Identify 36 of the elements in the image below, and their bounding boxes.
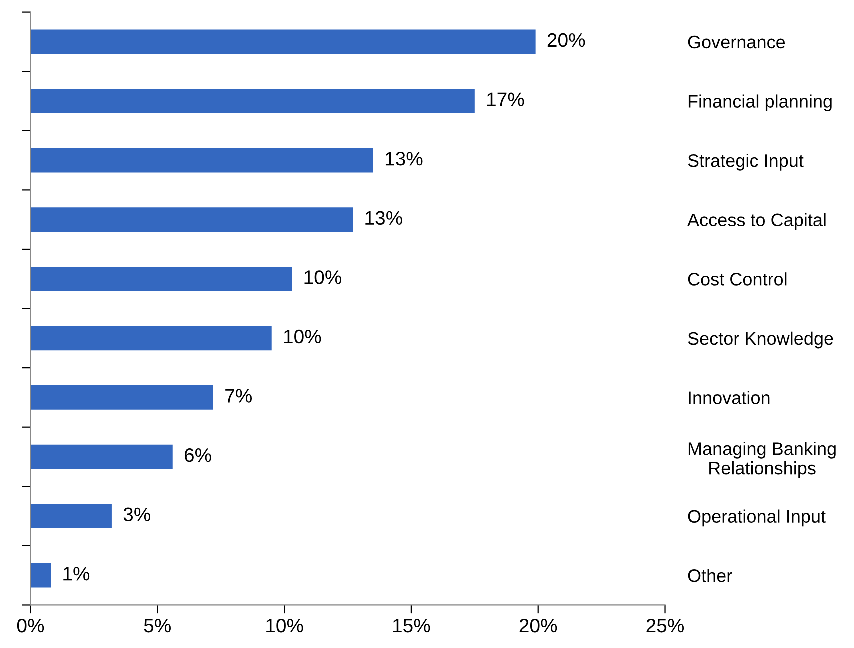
bar — [30, 444, 173, 470]
y-tick-label: Sector Knowledge — [688, 332, 834, 349]
bar — [30, 89, 475, 114]
x-tick-label: 20% — [520, 618, 558, 633]
x-tick-label: 25% — [646, 618, 684, 633]
x-tick-label: 0% — [17, 618, 44, 633]
y-tick-label: Operational Input — [688, 510, 826, 527]
y-tick-label: Cost Control — [688, 272, 787, 286]
bar — [30, 504, 112, 528]
x-tick-label: 15% — [393, 619, 430, 633]
bar — [30, 266, 292, 292]
data-label: 1% — [64, 567, 90, 581]
y-tick-label: Innovation — [689, 391, 770, 404]
x-tick-label: 10% — [266, 618, 304, 633]
y-tick-label: Managing Banking Relationships — [688, 442, 836, 478]
x-tick-label: 5% — [144, 619, 172, 633]
data-label: 7% — [226, 389, 252, 403]
bar — [30, 148, 374, 173]
y-tick-label: Financial planning — [688, 94, 832, 112]
data-label: 10% — [284, 330, 322, 344]
y-tick-label: Access to Capital — [688, 213, 826, 230]
bar — [30, 563, 52, 588]
y-tick-label: Other — [688, 569, 732, 582]
bar — [30, 208, 354, 232]
data-label: 6% — [184, 448, 212, 462]
data-label: 13% — [386, 152, 423, 166]
data-label: 20% — [548, 33, 586, 48]
y-tick-label: Governance — [688, 36, 786, 49]
bar — [30, 386, 214, 410]
data-label: 17% — [488, 92, 524, 106]
data-label: 10% — [304, 270, 342, 284]
y-tick-label: Strategic Input — [688, 154, 804, 171]
data-label: 3% — [124, 508, 150, 522]
bar — [30, 30, 536, 54]
data-label: 13% — [366, 211, 402, 226]
bar — [30, 326, 272, 351]
